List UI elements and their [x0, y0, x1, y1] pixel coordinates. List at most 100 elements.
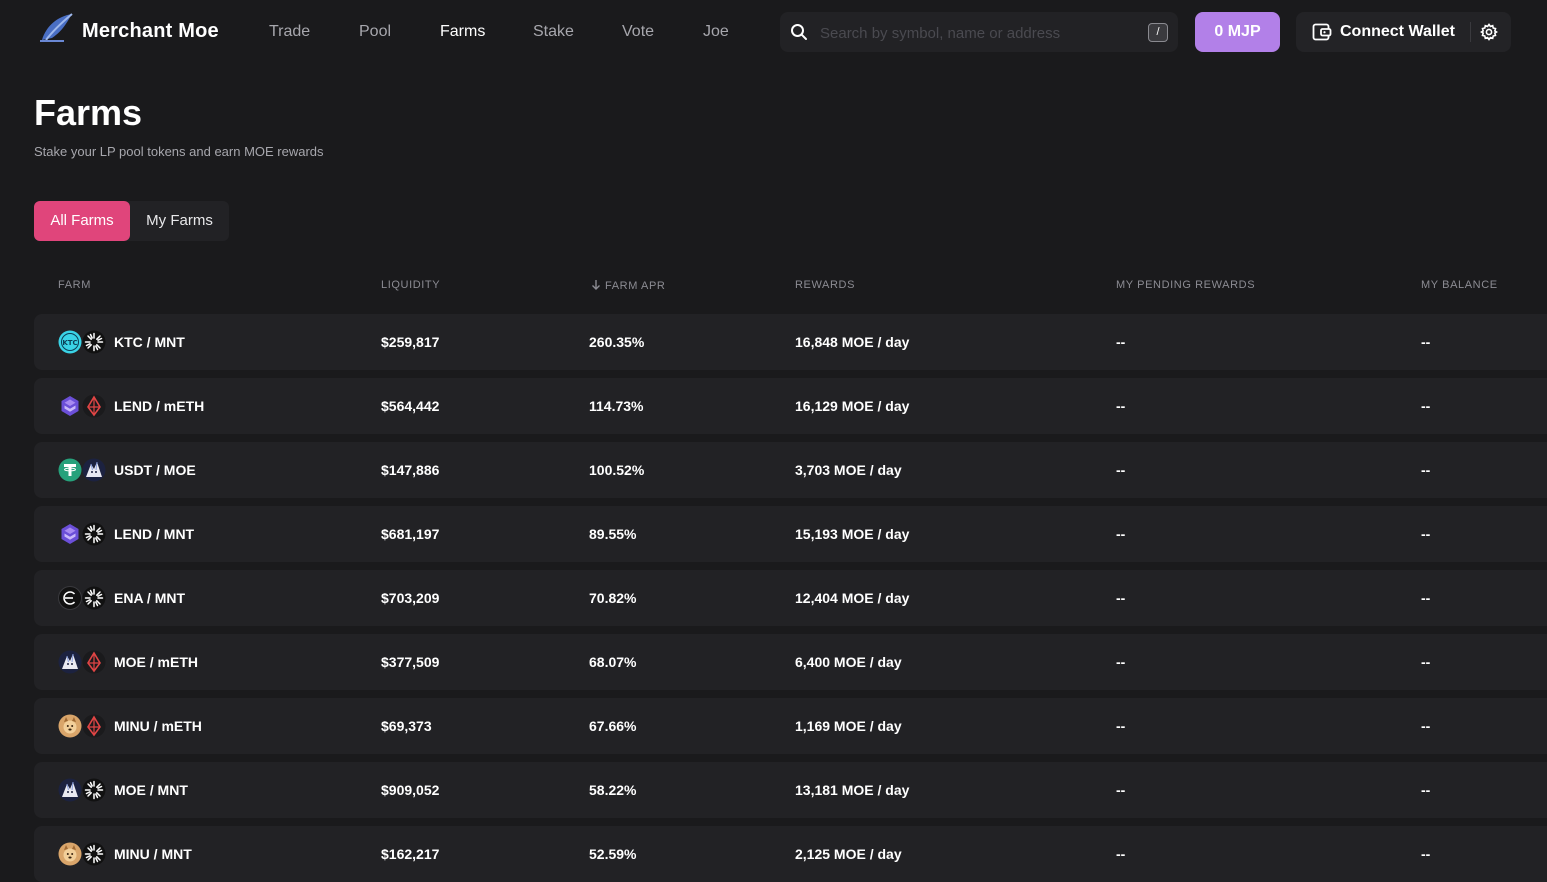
moe-token-icon	[58, 650, 82, 674]
liquidity-value: $69,373	[381, 718, 432, 734]
nav-farms[interactable]: Farms	[440, 23, 486, 40]
my-balance-value: --	[1421, 462, 1431, 478]
nav-pool[interactable]: Pool	[359, 23, 392, 40]
farm-apr-value: 114.73%	[589, 398, 644, 414]
liquidity-value: $147,886	[381, 462, 440, 478]
column-header-farm[interactable]: FARM	[58, 279, 91, 291]
gear-icon[interactable]	[1480, 23, 1498, 41]
rewards-value: 12,404 MOE / day	[795, 590, 910, 606]
mnt-token-icon	[82, 842, 106, 866]
farm-pair-name: MOE / MNT	[114, 782, 188, 798]
rewards-value: 1,169 MOE / day	[795, 718, 902, 734]
rewards-value: 16,848 MOE / day	[795, 334, 910, 350]
pending-rewards-value: --	[1116, 526, 1126, 542]
table-row[interactable]: MINU / mETH $69,373 67.66% 1,169 MOE / day -…	[34, 698, 1547, 754]
farm-pair-name: MINU / MNT	[114, 846, 192, 862]
farm-apr-value: 67.66%	[589, 718, 637, 734]
table-row[interactable]: KTC / MNT $259,817 260.35% 16,848 MOE / day…	[34, 314, 1547, 370]
table-row[interactable]: MOE / MNT $909,052 58.22% 13,181 MOE / day -…	[34, 762, 1547, 818]
connect-wallet-button[interactable]: Connect Wallet	[1296, 12, 1468, 52]
farm-tabs: All Farms My Farms	[34, 201, 229, 241]
my-balance-value: --	[1421, 782, 1431, 798]
table-row[interactable]: LEND / MNT $681,197 89.55% 15,193 MOE / day…	[34, 506, 1547, 562]
mnt-token-icon	[82, 586, 106, 610]
liquidity-value: $259,817	[381, 334, 440, 350]
my-balance-value: --	[1421, 590, 1431, 606]
farm-pair-name: LEND / MNT	[114, 526, 195, 542]
merchant-moe-logo-icon[interactable]	[38, 10, 78, 44]
ktc-token-icon	[58, 330, 82, 354]
nav-vote[interactable]: Vote	[622, 23, 655, 40]
pending-rewards-value: --	[1116, 462, 1126, 478]
brand-name[interactable]: Merchant Moe	[82, 20, 219, 42]
farm-pair-name: ENA / MNT	[114, 590, 186, 606]
farm-pair-name: KTC / MNT	[114, 334, 185, 350]
farm-pair-name: LEND / mETH	[114, 398, 205, 414]
sort-arrow-down-icon	[592, 280, 600, 290]
nav-trade[interactable]: Trade	[269, 23, 311, 40]
column-header-rewards[interactable]: REWARDS	[795, 279, 856, 291]
mjp-balance-button[interactable]: 0 MJP	[1195, 12, 1280, 52]
my-balance-value: --	[1421, 398, 1431, 414]
mnt-token-icon	[82, 330, 106, 354]
divider	[1470, 22, 1471, 42]
pending-rewards-value: --	[1116, 718, 1126, 734]
liquidity-value: $909,052	[381, 782, 440, 798]
column-header-my-balance[interactable]: MY BALANCE	[1421, 279, 1498, 291]
meth-token-icon	[82, 394, 106, 418]
moe-token-icon	[58, 778, 82, 802]
page-subtitle: Stake your LP pool tokens and earn MOE r…	[34, 144, 324, 159]
tab-all-farms[interactable]: All Farms	[34, 201, 130, 241]
my-balance-value: --	[1421, 526, 1431, 542]
meth-token-icon	[82, 714, 106, 738]
search-icon	[791, 24, 807, 40]
usdt-token-icon	[58, 458, 82, 482]
liquidity-value: $377,509	[381, 654, 440, 670]
lend-token-icon	[58, 394, 82, 418]
farm-pair-name: USDT / MOE	[114, 462, 196, 478]
farm-apr-value: 260.35%	[589, 334, 645, 350]
farm-apr-value: 89.55%	[589, 526, 637, 542]
page-title: Farms	[34, 92, 143, 133]
wallet-icon	[1312, 23, 1332, 41]
top-navbar: Merchant Moe Trade Pool Farms Stake Vote…	[0, 0, 1547, 64]
my-balance-value: --	[1421, 846, 1431, 862]
pending-rewards-value: --	[1116, 590, 1126, 606]
my-balance-value: --	[1421, 334, 1431, 350]
search-shortcut-key: /	[1148, 23, 1168, 42]
rewards-value: 6,400 MOE / day	[795, 654, 902, 670]
table-row[interactable]: ENA / MNT $703,209 70.82% 12,404 MOE / day -…	[34, 570, 1547, 626]
lend-token-icon	[58, 522, 82, 546]
rewards-value: 2,125 MOE / day	[795, 846, 902, 862]
pending-rewards-value: --	[1116, 782, 1126, 798]
table-row[interactable]: MOE / mETH $377,509 68.07% 6,400 MOE / day -…	[34, 634, 1547, 690]
pending-rewards-value: --	[1116, 398, 1126, 414]
search-bar: /	[780, 12, 1178, 52]
farm-pair-name: MINU / mETH	[114, 718, 202, 734]
column-header-farm-apr[interactable]: FARM APR	[591, 279, 665, 292]
pending-rewards-value: --	[1116, 846, 1126, 862]
farm-apr-value: 68.07%	[589, 654, 637, 670]
mnt-token-icon	[82, 522, 106, 546]
my-balance-value: --	[1421, 654, 1431, 670]
column-header-pending-rewards[interactable]: MY PENDING REWARDS	[1116, 279, 1256, 291]
farm-apr-value: 52.59%	[589, 846, 637, 862]
pending-rewards-value: --	[1116, 654, 1126, 670]
nav-stake[interactable]: Stake	[533, 23, 574, 40]
nav-joe[interactable]: Joe	[703, 23, 729, 40]
column-header-liquidity[interactable]: LIQUIDITY	[381, 279, 441, 291]
minu-token-icon	[58, 714, 82, 738]
ena-token-icon	[58, 586, 82, 610]
moe-token-icon	[82, 458, 106, 482]
table-row[interactable]: LEND / mETH $564,442 114.73% 16,129 MOE / d…	[34, 378, 1547, 434]
tab-my-farms[interactable]: My Farms	[146, 212, 213, 229]
table-row[interactable]: USDT / MOE $147,886 100.52% 3,703 MOE / day…	[34, 442, 1547, 498]
table-row[interactable]: MINU / MNT $162,217 52.59% 2,125 MOE / day -…	[34, 826, 1547, 882]
farm-pair-name: MOE / mETH	[114, 654, 199, 670]
rewards-value: 15,193 MOE / day	[795, 526, 910, 542]
my-balance-value: --	[1421, 718, 1431, 734]
search-input[interactable]	[818, 20, 1142, 46]
column-header-farm-apr-label: FARM APR	[605, 280, 666, 292]
farm-apr-value: 58.22%	[589, 782, 637, 798]
farm-apr-value: 70.82%	[589, 590, 637, 606]
